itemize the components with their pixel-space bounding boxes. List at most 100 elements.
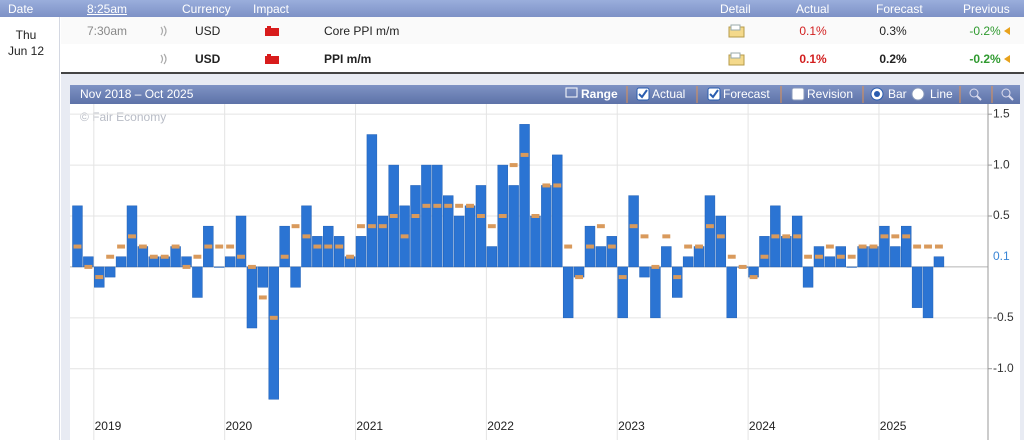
forecast-marker	[324, 244, 333, 249]
calendar-header: Date 8:25am Currency Impact Detail Actua…	[0, 0, 1024, 17]
bar	[781, 236, 792, 268]
header-impact: Impact	[253, 2, 290, 16]
revision-arrow	[1004, 27, 1010, 35]
bar	[628, 195, 639, 268]
bar	[104, 266, 116, 278]
forecast-marker	[934, 244, 943, 249]
forecast-marker	[542, 183, 551, 188]
header-currency: Currency	[182, 2, 231, 16]
event: PPI m/m	[324, 52, 372, 66]
event: Core PPI m/m	[324, 24, 400, 38]
bar	[661, 246, 672, 268]
range-label: Nov 2018 – Oct 2025	[80, 87, 194, 101]
x-tick-label: 2023	[618, 419, 645, 433]
header-time[interactable]: 8:25am	[87, 2, 128, 16]
forecast-marker	[825, 244, 834, 249]
zoom-in[interactable]	[969, 88, 982, 101]
actual: 0.1%	[799, 24, 827, 38]
range-text: Range	[581, 87, 618, 101]
forecast-marker	[487, 224, 496, 229]
bar	[552, 154, 563, 268]
event-row[interactable]: 7:30am USD Core PPI m/m 0.1% 0.3% -0.2%	[61, 17, 1024, 44]
forecast-marker	[160, 254, 169, 259]
sound-icon[interactable]	[159, 25, 169, 37]
x-tick-label: 2020	[225, 419, 252, 433]
time: 7:30am	[87, 24, 128, 38]
radio-dot	[874, 91, 880, 97]
forecast-marker	[509, 163, 518, 168]
event-row[interactable]: USD PPI m/m 0.1% 0.2% -0.2%	[61, 45, 1024, 74]
header-previous: Previous	[963, 2, 1010, 16]
zoom-out[interactable]	[1001, 88, 1014, 101]
bar	[235, 215, 247, 268]
bar	[257, 266, 269, 288]
bar	[791, 215, 803, 268]
header-actual: Actual	[796, 2, 830, 16]
forecast-marker	[73, 244, 82, 249]
x-tick-label: 2019	[95, 419, 122, 433]
forecast-marker	[138, 244, 147, 249]
forecast-marker	[815, 254, 823, 259]
bar	[475, 185, 487, 268]
bar	[595, 246, 607, 268]
forecast-marker	[84, 264, 93, 269]
forecast-marker	[313, 244, 322, 249]
bar	[672, 266, 683, 298]
x-tick-label: 2025	[880, 419, 907, 433]
forecast-marker	[553, 183, 562, 188]
check-mark	[709, 89, 719, 99]
day-column: Thu Jun 12	[0, 17, 60, 440]
forecast-marker	[215, 244, 224, 249]
previous: -0.2%	[969, 52, 1001, 66]
header-detail: Detail	[720, 2, 751, 16]
bar	[617, 266, 628, 319]
impact-icon	[265, 26, 279, 36]
bar	[530, 215, 541, 268]
bar	[72, 205, 83, 268]
forecast-marker	[880, 234, 889, 239]
chart-toolbar	[70, 85, 1020, 104]
detail-icon[interactable]	[728, 23, 746, 39]
forecast-marker	[247, 264, 256, 269]
range-button[interactable]: Range	[565, 87, 618, 101]
forecast-marker	[836, 254, 845, 259]
previous: -0.2%	[969, 24, 1001, 38]
forecast-marker	[858, 244, 867, 249]
bar	[868, 246, 879, 268]
bar	[541, 185, 552, 268]
bar	[115, 256, 127, 268]
bar	[224, 256, 236, 268]
currency: USD	[195, 52, 221, 66]
forecast-marker	[564, 244, 573, 249]
bar	[290, 266, 301, 288]
forecast: 0.3%	[879, 24, 907, 38]
forecast-marker	[455, 203, 464, 208]
bar	[650, 266, 661, 319]
forecast-marker	[128, 234, 136, 239]
latest-value-label: 0.1	[993, 249, 1010, 263]
forecast-marker	[302, 234, 311, 239]
forecast: 0.2%	[879, 52, 907, 66]
check-mark	[638, 89, 648, 99]
bar	[890, 246, 901, 268]
forecast-marker	[117, 244, 126, 249]
chart-panel: Nov 2018 – Oct 2025 Range Actual Forecas…	[61, 74, 1024, 440]
forecast-marker	[378, 224, 387, 229]
header-forecast: Forecast	[876, 2, 923, 16]
sound-icon[interactable]	[159, 53, 169, 65]
bar	[846, 266, 857, 268]
line-radio[interactable]	[911, 87, 925, 101]
forecast-marker	[673, 275, 682, 280]
bar-label: Bar	[888, 87, 907, 101]
bar	[901, 225, 912, 268]
header-date: Date	[8, 2, 34, 16]
forecast-marker	[695, 244, 703, 249]
forecast-marker	[367, 224, 376, 229]
bar	[759, 236, 770, 268]
line-label: Line	[930, 87, 953, 101]
detail-icon[interactable]	[728, 51, 746, 67]
revision-checkbox[interactable]	[791, 87, 805, 101]
forecast-marker	[226, 244, 235, 249]
bar	[279, 225, 290, 268]
forecast-marker	[575, 275, 584, 280]
